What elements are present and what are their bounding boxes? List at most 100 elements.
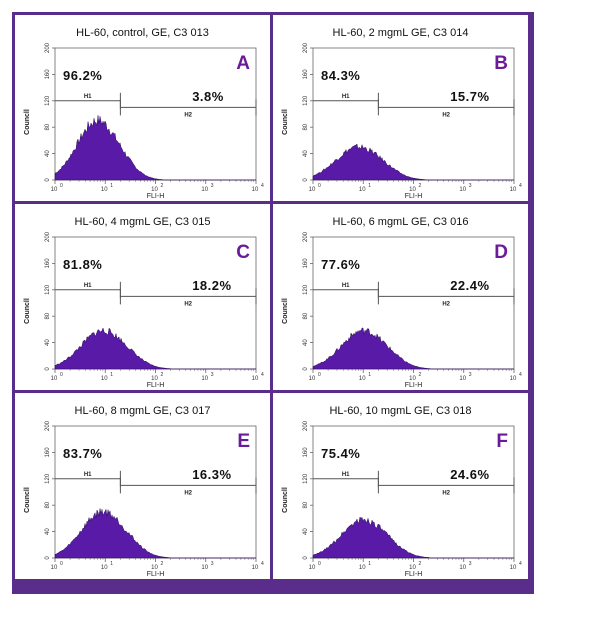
x-tick-label: 10 — [151, 565, 158, 571]
y-tick-label: 0 — [303, 178, 309, 182]
gate-h1-label: H1 — [84, 472, 92, 478]
panel-a: HL-60, control, GE, C3 013 A 96.2% 3.8% … — [15, 15, 270, 201]
gate-h1-label: H1 — [342, 283, 350, 289]
panel-b: HL-60, 2 mgmL GE, C3 014 B 84.3% 15.7% 0… — [273, 15, 528, 201]
y-tick-label: 120 — [303, 284, 309, 295]
x-tick-label: 10 — [309, 376, 316, 382]
panel-letter: F — [496, 431, 508, 452]
h2-percent: 24.6% — [450, 467, 490, 483]
x-tick-exponent: 1 — [110, 372, 113, 378]
y-tick-label: 160 — [303, 258, 309, 269]
y-tick-label: 0 — [45, 556, 51, 560]
gate-h2-label: H2 — [184, 490, 192, 496]
panel-title: HL-60, 2 mgmL GE, C3 014 — [332, 27, 469, 39]
gate-h1-label: H1 — [84, 94, 92, 100]
panel-title: HL-60, 4 mgmL GE, C3 015 — [74, 216, 211, 228]
x-axis-title: FLI-H — [147, 193, 165, 200]
y-tick-label: 120 — [45, 473, 51, 484]
x-tick-label: 10 — [252, 376, 259, 382]
x-tick-label: 10 — [51, 376, 58, 382]
x-tick-exponent: 4 — [519, 561, 522, 567]
panel-c: HL-60, 4 mgmL GE, C3 015 C 81.8% 18.2% 0… — [15, 204, 270, 390]
y-tick-label: 160 — [45, 447, 51, 458]
h2-percent: 22.4% — [450, 278, 490, 294]
y-tick-label: 200 — [303, 42, 309, 53]
y-tick-label: 40 — [45, 150, 51, 157]
x-tick-label: 10 — [459, 376, 466, 382]
y-tick-label: 160 — [45, 258, 51, 269]
y-tick-label: 40 — [303, 528, 309, 535]
h1-percent: 83.7% — [63, 446, 103, 461]
x-tick-label: 10 — [459, 187, 466, 193]
y-tick-label: 160 — [45, 69, 51, 80]
y-tick-label: 80 — [303, 123, 309, 130]
gate-h1-label: H1 — [342, 472, 350, 478]
histogram-plot: 04080120160200100101102103104FLI-HCouncl… — [24, 231, 264, 389]
x-tick-label: 10 — [151, 187, 158, 193]
x-tick-exponent: 0 — [60, 372, 63, 378]
y-tick-label: 200 — [303, 420, 309, 431]
h1-percent: 84.3% — [321, 68, 361, 83]
x-tick-exponent: 2 — [419, 561, 422, 567]
y-tick-label: 40 — [45, 339, 51, 346]
x-tick-label: 10 — [409, 187, 416, 193]
x-tick-label: 10 — [359, 376, 366, 382]
h2-percent: 15.7% — [450, 89, 490, 105]
panel-d: HL-60, 6 mgmL GE, C3 016 D 77.6% 22.4% 0… — [273, 204, 528, 390]
panel-letter: E — [237, 431, 250, 452]
x-tick-exponent: 4 — [261, 561, 264, 567]
x-tick-exponent: 3 — [469, 372, 472, 378]
x-tick-label: 10 — [51, 187, 58, 193]
x-tick-label: 10 — [409, 376, 416, 382]
x-tick-label: 10 — [359, 565, 366, 571]
y-tick-label: 160 — [303, 69, 309, 80]
panel-title: HL-60, control, GE, C3 013 — [76, 27, 209, 39]
y-tick-label: 200 — [45, 420, 51, 431]
y-axis-title: Councll — [282, 109, 289, 135]
y-axis-title: Councll — [24, 487, 31, 513]
x-tick-label: 10 — [201, 187, 208, 193]
y-tick-label: 160 — [303, 447, 309, 458]
x-axis-title: FLI-H — [405, 571, 423, 578]
x-tick-exponent: 3 — [469, 561, 472, 567]
h2-percent: 18.2% — [192, 278, 232, 294]
gate-h2-label: H2 — [442, 112, 450, 118]
panel-title: HL-60, 8 mgmL GE, C3 017 — [74, 405, 211, 417]
x-tick-exponent: 2 — [161, 561, 164, 567]
y-tick-label: 80 — [303, 501, 309, 508]
panel-title: HL-60, 6 mgmL GE, C3 016 — [332, 216, 469, 228]
x-axis-title: FLI-H — [147, 571, 165, 578]
x-tick-exponent: 1 — [110, 183, 113, 189]
x-tick-label: 10 — [201, 376, 208, 382]
x-tick-exponent: 3 — [211, 372, 214, 378]
x-tick-exponent: 1 — [368, 561, 371, 567]
y-axis-title: Councll — [282, 487, 289, 513]
x-tick-exponent: 2 — [161, 372, 164, 378]
figure-grid: HL-60, control, GE, C3 013 A 96.2% 3.8% … — [12, 12, 534, 594]
y-tick-label: 80 — [303, 312, 309, 319]
y-tick-label: 120 — [303, 473, 309, 484]
x-tick-exponent: 2 — [419, 372, 422, 378]
x-tick-exponent: 3 — [469, 183, 472, 189]
y-tick-label: 200 — [45, 231, 51, 242]
x-axis-title: FLI-H — [405, 382, 423, 389]
gate-h1-label: H1 — [342, 94, 350, 100]
x-tick-label: 10 — [309, 187, 316, 193]
y-axis-title: Councll — [24, 109, 31, 135]
x-tick-exponent: 2 — [419, 183, 422, 189]
x-tick-exponent: 1 — [110, 561, 113, 567]
y-axis-title: Councll — [282, 298, 289, 324]
gate-h2-label: H2 — [442, 301, 450, 307]
y-tick-label: 80 — [45, 312, 51, 319]
x-tick-label: 10 — [101, 187, 108, 193]
histogram-area — [312, 143, 514, 181]
x-tick-exponent: 4 — [519, 372, 522, 378]
x-tick-exponent: 0 — [318, 561, 321, 567]
gate-h1-label: H1 — [84, 283, 92, 289]
panel-letter: B — [494, 53, 508, 74]
histogram-plot: 04080120160200100101102103104FLI-HCouncl… — [24, 42, 264, 200]
panel-f: HL-60, 10 mgmL GE, C3 018 F 75.4% 24.6% … — [273, 393, 528, 579]
x-tick-exponent: 3 — [211, 561, 214, 567]
h2-percent: 3.8% — [192, 89, 224, 105]
y-tick-label: 0 — [303, 556, 309, 560]
